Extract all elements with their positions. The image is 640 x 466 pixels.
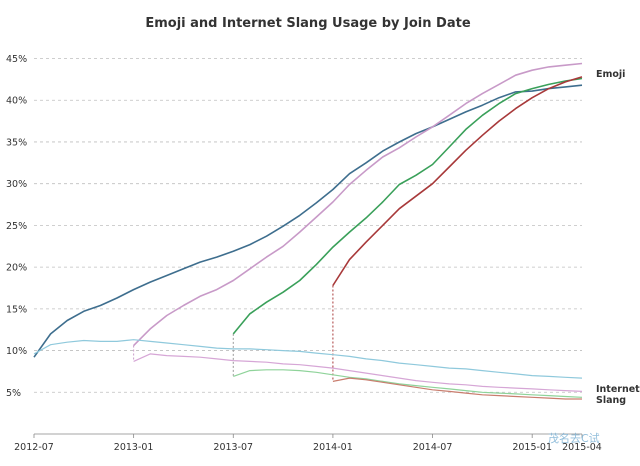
- series-line-cohort_2014_01: [332, 76, 583, 286]
- emoji-series-label: Emoji: [596, 69, 625, 80]
- slang-series-label-line1: Internet: [596, 384, 640, 395]
- y-tick-label-40: 40%: [6, 96, 27, 107]
- series-line-slang_2014_01: [332, 377, 582, 400]
- series-line-cohort_2013_01: [133, 62, 583, 347]
- y-tick-label-45: 45%: [6, 54, 27, 65]
- series-layer: [33, 62, 583, 400]
- cohort-markers: [133, 285, 334, 382]
- x-tick-label-4: 2014-07: [413, 442, 453, 453]
- y-tick-label-20: 20%: [6, 263, 27, 274]
- y-axis-ticks: 5% 10% 15% 20% 25% 30% 35% 40% 45%: [6, 54, 27, 399]
- y-tick-label-5: 5%: [6, 388, 21, 399]
- slang-series-label-line2: Slang: [596, 395, 626, 406]
- series-line-cohort_2013_07: [232, 77, 583, 335]
- watermark-text: 茂名去C试: [548, 431, 600, 445]
- x-tick-label-5: 2015-01: [512, 442, 552, 453]
- x-tick-label-1: 2013-01: [114, 442, 154, 453]
- y-tick-label-25: 25%: [6, 221, 27, 232]
- series-line-cohort_2012_07: [33, 84, 583, 358]
- x-axis-ticks: 2012-07 2013-01 2013-07 2014-01 2014-07 2015-…: [14, 433, 602, 453]
- x-tick-label-6: 2015-04: [562, 442, 602, 453]
- x-tick-label-0: 2012-07: [14, 442, 54, 453]
- series-line-slang_2013_01: [133, 353, 583, 392]
- chart-title: Emoji and Internet Slang Usage by Join D…: [145, 16, 470, 31]
- y-tick-label-30: 30%: [6, 179, 27, 190]
- y-tick-label-35: 35%: [6, 137, 27, 148]
- series-line-slang_2012_07: [33, 339, 583, 379]
- x-tick-label-2: 2013-07: [213, 442, 253, 453]
- x-tick-label-3: 2014-01: [313, 442, 353, 453]
- grid-layer: [34, 58, 582, 393]
- y-tick-label-10: 10%: [6, 346, 27, 357]
- y-tick-label-15: 15%: [6, 304, 27, 315]
- series-line-slang_2013_07: [233, 369, 583, 398]
